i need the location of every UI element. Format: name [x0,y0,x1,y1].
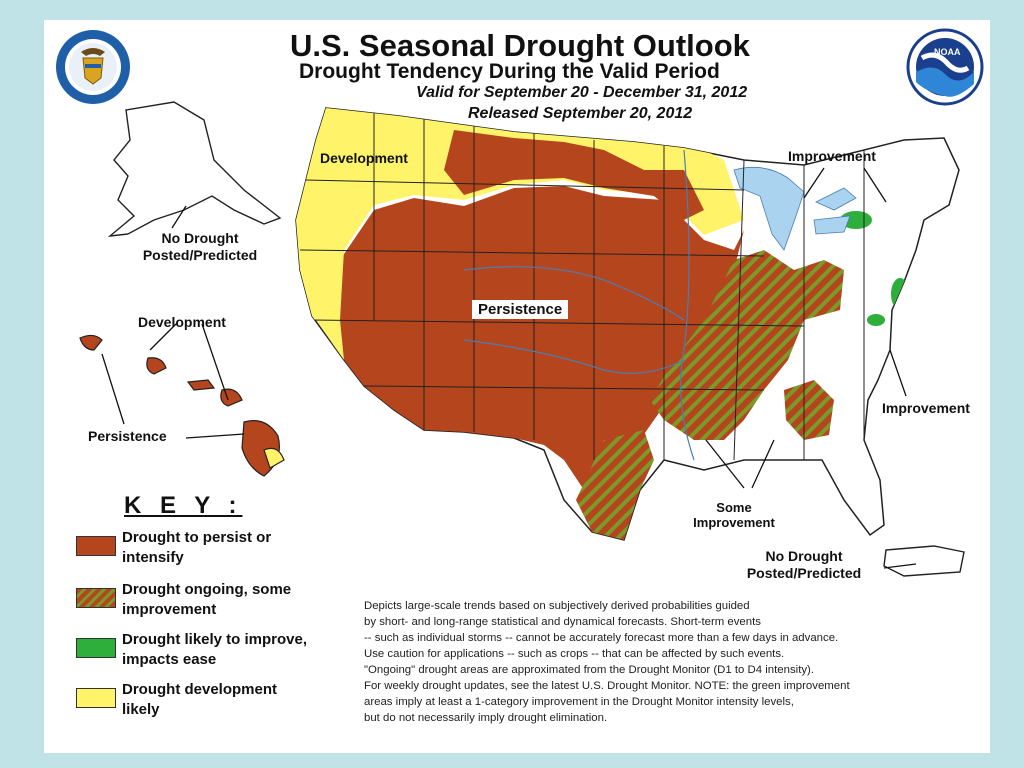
key-title: K E Y : [124,492,243,519]
key-label-development-line-1: Drought development [122,681,278,698]
state-boundaries [299,108,865,461]
key-label-persist-line-2: intensify [122,549,184,566]
label-hawaii-persistence: Persistence [88,428,167,444]
label-pr-no-drought: No Drought Posted/Predicted [734,548,874,582]
label-alaska-no-drought-line-2: Posted/Predicted [142,247,258,263]
label-alaska-no-drought: No Drought Posted/Predicted [130,230,270,264]
key-item-some-improvement: Drought ongoing, some improvement [76,580,336,626]
page-title: U.S. Seasonal Drought Outlook [290,28,750,63]
label-pr-no-drought-line-2: Posted/Predicted [746,565,862,581]
great-lakes [733,166,857,251]
improvement-region-va [867,314,885,326]
page-subtitle: Drought Tendency During the Valid Period [299,60,720,83]
label-development-west: Development [320,150,408,166]
label-some-improvement-line-1: Some [716,500,752,515]
improvement-region-md [891,278,909,310]
label-improvement-east: Improvement [882,400,970,416]
hatched-region-texas [576,430,654,540]
persist-region-north [444,130,704,220]
valid-period: Valid for September 20 - December 31, 20… [416,84,748,101]
puerto-rico-outline [883,545,965,577]
key-label-improve-line-2: impacts ease [122,651,217,668]
key-swatch-development [76,688,116,708]
label-persistence-center: Persistence [472,300,569,319]
key-label-development: Drought development likely [122,680,352,720]
drought-outlook-map-card: NOAA U.S. Seasonal Drought Outlook Droug… [44,20,990,753]
hatched-region-midwest [650,250,844,440]
rivers [463,149,695,461]
label-some-improvement-line-2: Improvement [693,515,775,530]
disclaimer-line: by short- and long-range statistical and… [364,616,761,628]
key-label-persist: Drought to persist or intensify [122,528,352,568]
persist-region [334,186,744,490]
disclaimer-line: Depicts large-scale trends based on subj… [364,600,750,612]
noaa-logo-icon: NOAA [906,28,984,106]
disclaimer-line: areas imply at least a 1-category improv… [364,696,794,708]
key-label-persist-line-1: Drought to persist or [122,529,272,546]
noaa-logo-text: NOAA [934,47,961,57]
key-label-some-improvement: Drought ongoing, some improvement [122,580,352,620]
key-label-development-line-2: likely [122,701,160,718]
release-date: Released September 20, 2012 [468,105,693,122]
disclaimer-line: but do not necessarily imply drought eli… [364,712,608,724]
hatched-region-georgia [784,380,834,440]
key-item-development: Drought development likely [76,680,336,726]
label-alaska-no-drought-line-1: No Drought [161,230,239,246]
disclaimer-line: For weekly drought updates, see the late… [364,680,850,692]
key-label-improve-line-1: Drought likely to improve, [122,631,308,648]
key-label-some-improvement-line-2: improvement [122,601,217,618]
key-item-persist: Drought to persist or intensify [76,528,336,574]
development-region-northwest [296,108,744,320]
label-some-improvement: Some Improvement [684,500,784,530]
key-item-improve: Drought likely to improve, impacts ease [76,630,336,676]
callout-lines [101,167,917,569]
drought-map [79,101,965,577]
label-hawaii-development: Development [138,314,226,330]
disclaimer-line: -- such as individual storms -- cannot b… [364,632,839,644]
key-label-improve: Drought likely to improve, impacts ease [122,630,352,670]
hawaii-islands [79,334,285,477]
key-swatch-some-improvement [76,588,116,608]
label-pr-no-drought-line-1: No Drought [765,548,843,564]
dept-of-commerce-seal-icon [56,30,130,104]
persist-region-west-coast [302,210,344,360]
label-improvement-northeast: Improvement [788,148,876,164]
key-swatch-persist [76,536,116,556]
disclaimer-line: "Ongoing" drought areas are approximated… [364,664,815,676]
key-swatch-improve [76,638,116,658]
alaska-outline [107,101,282,237]
key-label-some-improvement-line-1: Drought ongoing, some [122,581,292,598]
disclaimer-line: Use caution for applications -- such as … [364,648,785,660]
disclaimer-text: Depicts large-scale trends based on subj… [364,598,984,726]
